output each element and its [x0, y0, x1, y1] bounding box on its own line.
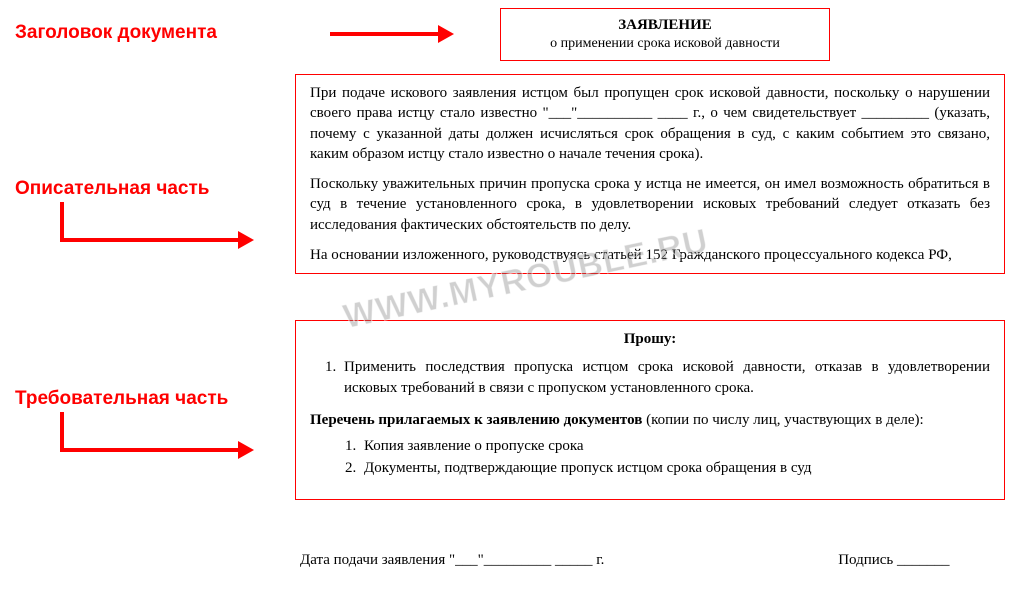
attachment-1: Копия заявление о пропуске срока: [360, 436, 990, 456]
footer-signature: Подпись _______: [838, 552, 949, 569]
desc-p3: На основании изложенного, руководствуясь…: [310, 245, 990, 265]
ask-list: Применить последствия пропуска истцом ср…: [340, 357, 990, 398]
title-line1: ЗАЯВЛЕНИЕ: [511, 15, 819, 35]
requirements-box: Прошу: Применить последствия пропуска ис…: [295, 320, 1005, 500]
arrow-header: [330, 32, 440, 36]
label-descriptive: Описательная часть: [15, 178, 209, 200]
desc-p2: Поскольку уважительных причин пропуска с…: [310, 174, 990, 235]
title-box: ЗАЯВЛЕНИЕ о применении срока исковой дав…: [500, 8, 830, 61]
attachments-title-rest: (копии по числу лиц, участвующих в деле)…: [642, 412, 923, 428]
footer-line: Дата подачи заявления "___"_________ ___…: [300, 552, 1000, 569]
footer-date: Дата подачи заявления "___"_________ ___…: [300, 552, 604, 568]
label-header: Заголовок документа: [15, 22, 217, 44]
attachment-2: Документы, подтверждающие пропуск истцом…: [360, 458, 990, 478]
attachments-title-bold: Перечень прилагаемых к заявлению докумен…: [310, 412, 642, 428]
label-demanding: Требовательная часть: [15, 388, 228, 410]
ask-item-1: Применить последствия пропуска истцом ср…: [340, 357, 990, 398]
attachments-title: Перечень прилагаемых к заявлению докумен…: [310, 410, 990, 430]
descriptive-box: При подаче искового заявления истцом был…: [295, 74, 1005, 274]
desc-p1: При подаче искового заявления истцом был…: [310, 83, 990, 164]
ask-label: Прошу:: [310, 329, 990, 349]
title-line2: о применении срока исковой давности: [511, 35, 819, 54]
attachments-list: Копия заявление о пропуске срока Докумен…: [360, 436, 990, 479]
